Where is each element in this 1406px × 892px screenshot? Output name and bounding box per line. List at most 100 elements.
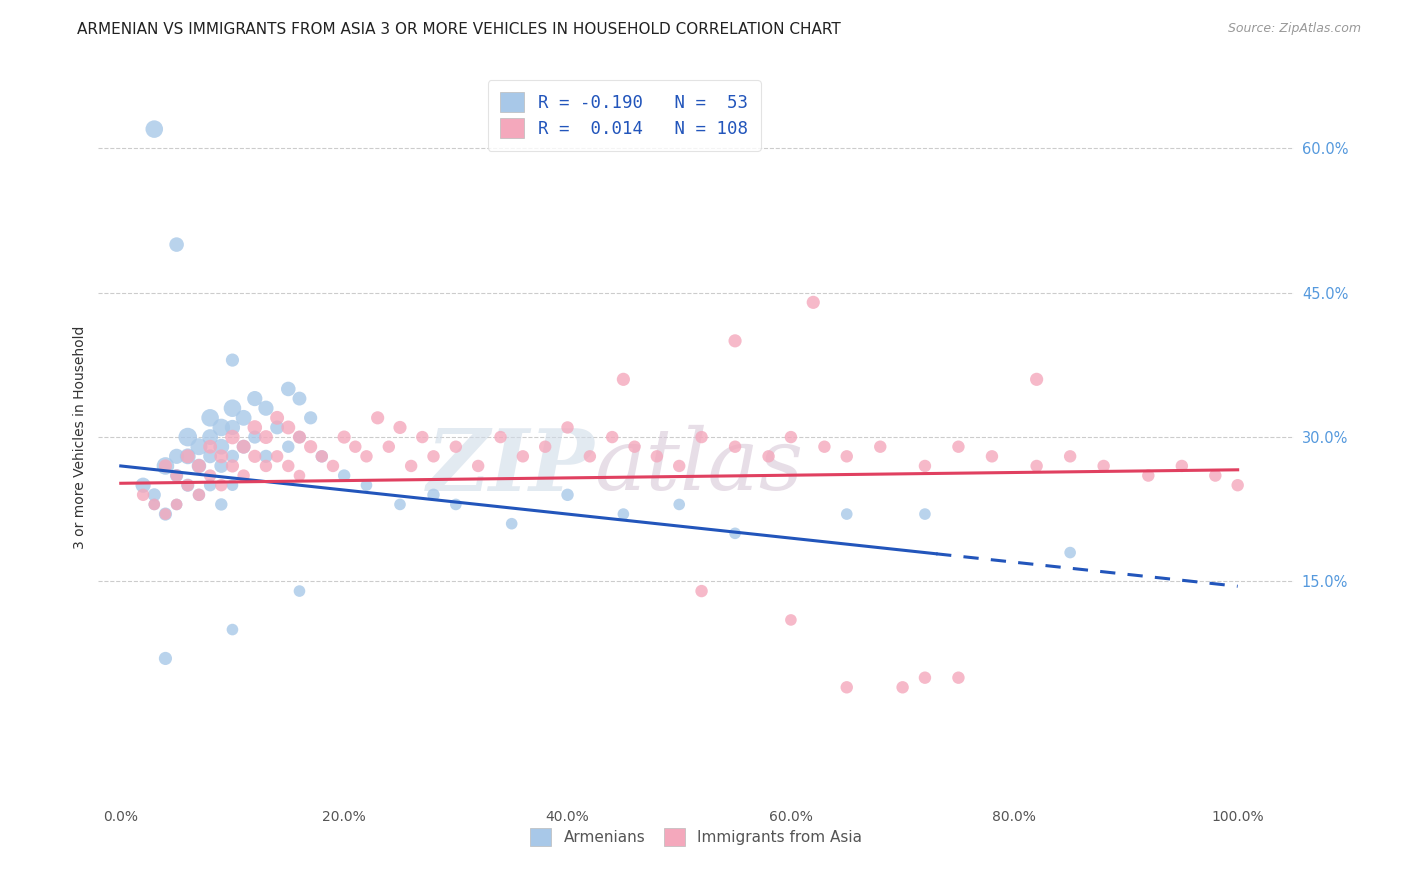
Point [198, 478, 221, 492]
Point [333, 430, 356, 444]
Point [948, 671, 970, 685]
Point [1171, 458, 1194, 473]
Point [288, 468, 311, 483]
Point [254, 430, 277, 444]
Point [914, 458, 936, 473]
Point [166, 498, 188, 512]
Point [209, 478, 232, 492]
Text: ARMENIAN VS IMMIGRANTS FROM ASIA 3 OR MORE VEHICLES IN HOUSEHOLD CORRELATION CHA: ARMENIAN VS IMMIGRANTS FROM ASIA 3 OR MO… [77, 22, 841, 37]
Point [1059, 545, 1081, 559]
Point [232, 410, 254, 425]
Point [221, 420, 243, 434]
Point [209, 458, 232, 473]
Point [668, 458, 690, 473]
Point [198, 440, 221, 454]
Point [612, 507, 634, 521]
Point [266, 420, 288, 434]
Point [724, 334, 747, 348]
Point [143, 498, 166, 512]
Point [311, 450, 333, 464]
Point [399, 458, 422, 473]
Point [177, 450, 200, 464]
Point [981, 450, 1004, 464]
Point [835, 681, 858, 695]
Point [557, 420, 579, 434]
Point [166, 237, 188, 252]
Point [690, 430, 713, 444]
Point [254, 458, 277, 473]
Point [891, 681, 914, 695]
Point [1226, 478, 1249, 492]
Point [155, 651, 177, 665]
Point [388, 498, 411, 512]
Point [288, 430, 311, 444]
Point [209, 498, 232, 512]
Point [813, 440, 835, 454]
Point [187, 440, 209, 454]
Point [299, 410, 322, 425]
Point [177, 430, 200, 444]
Point [422, 488, 444, 502]
Point [612, 372, 634, 386]
Point [1092, 458, 1115, 473]
Point [143, 488, 166, 502]
Point [187, 488, 209, 502]
Point [221, 450, 243, 464]
Point [187, 488, 209, 502]
Point [209, 450, 232, 464]
Point [780, 613, 803, 627]
Point [444, 498, 467, 512]
Point [177, 450, 200, 464]
Point [143, 498, 166, 512]
Point [869, 440, 891, 454]
Point [288, 430, 311, 444]
Point [266, 450, 288, 464]
Point [489, 430, 512, 444]
Point [243, 392, 266, 406]
Point [254, 401, 277, 416]
Point [1025, 372, 1047, 386]
Point [232, 468, 254, 483]
Point [166, 450, 188, 464]
Point [1059, 450, 1081, 464]
Point [645, 450, 668, 464]
Point [579, 450, 602, 464]
Point [243, 430, 266, 444]
Point [378, 440, 401, 454]
Point [221, 353, 243, 368]
Point [143, 122, 166, 136]
Point [1025, 458, 1047, 473]
Point [801, 295, 824, 310]
Y-axis label: 3 or more Vehicles in Household: 3 or more Vehicles in Household [73, 326, 87, 549]
Point [166, 468, 188, 483]
Point [344, 440, 367, 454]
Point [132, 488, 155, 502]
Point [187, 458, 209, 473]
Text: Source: ZipAtlas.com: Source: ZipAtlas.com [1227, 22, 1361, 36]
Point [534, 440, 557, 454]
Text: atlas: atlas [595, 425, 803, 508]
Point [277, 458, 299, 473]
Point [221, 623, 243, 637]
Point [388, 420, 411, 434]
Point [155, 507, 177, 521]
Point [166, 468, 188, 483]
Point [512, 450, 534, 464]
Point [177, 478, 200, 492]
Point [288, 584, 311, 599]
Point [501, 516, 523, 531]
Point [132, 478, 155, 492]
Point [221, 401, 243, 416]
Point [948, 440, 970, 454]
Point [623, 440, 645, 454]
Point [422, 450, 444, 464]
Point [221, 478, 243, 492]
Point [209, 420, 232, 434]
Point [277, 440, 299, 454]
Point [600, 430, 623, 444]
Point [254, 450, 277, 464]
Text: ZIP: ZIP [426, 425, 595, 508]
Point [177, 478, 200, 492]
Point [155, 458, 177, 473]
Point [209, 440, 232, 454]
